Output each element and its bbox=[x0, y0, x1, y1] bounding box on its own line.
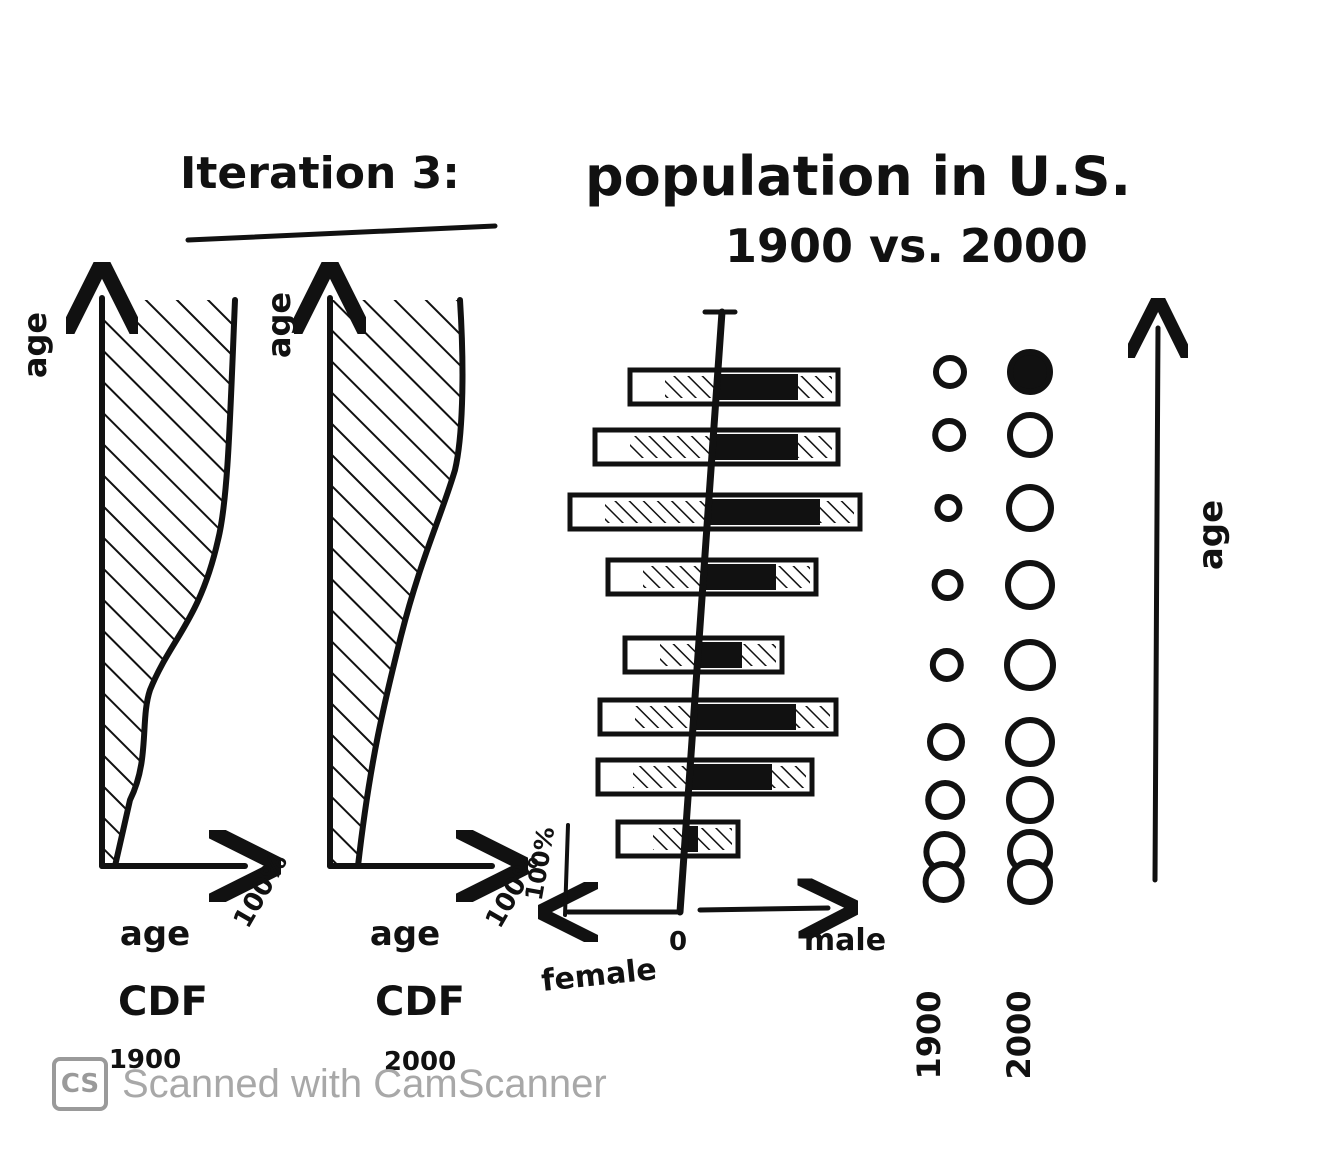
pyramid-bar-male-fill bbox=[686, 826, 698, 852]
pyramid-female-label: female bbox=[540, 952, 659, 999]
cdf-area-1900 bbox=[102, 300, 235, 866]
cdf-y-label-2000: age bbox=[370, 914, 440, 954]
pyramid-bar-female-fill bbox=[605, 501, 710, 523]
dot-1900 bbox=[929, 648, 964, 682]
dot-2000 bbox=[1006, 776, 1054, 824]
pyramid-bar bbox=[597, 697, 839, 737]
dot-1900 bbox=[927, 723, 965, 761]
dot-age-label: age bbox=[1191, 500, 1231, 570]
dot-2000 bbox=[1006, 484, 1054, 532]
pyramid-bar-female-fill bbox=[633, 766, 691, 788]
pyramid-bar-male-hatch bbox=[776, 566, 810, 588]
pyramid-origin-label: 0 bbox=[669, 927, 687, 957]
pyramid-bar-male-hatch bbox=[796, 706, 830, 728]
camscanner-watermark: CS Scanned with CamScanner bbox=[52, 1055, 607, 1113]
dot-2000 bbox=[1004, 639, 1056, 691]
pyramid-bar-male-hatch bbox=[798, 436, 832, 458]
dot-2000 bbox=[1007, 859, 1053, 905]
dot-2000 bbox=[1005, 560, 1055, 610]
cdf-curve-2000 bbox=[355, 297, 466, 869]
pyramid-bar-female-fill bbox=[635, 706, 695, 728]
pyramid-bar-male-hatch bbox=[798, 376, 832, 398]
pyramid-bar-female-fill bbox=[630, 436, 714, 458]
cdf-caption-1900: CDF bbox=[118, 979, 208, 1025]
pyramid-bar-female-fill bbox=[653, 828, 687, 850]
cdf-panel-2000: age 100% age CDF 2000 bbox=[260, 292, 546, 1077]
cdf-panel-1900: age 100% age CDF 1900 bbox=[16, 298, 294, 1075]
dot-year-2000: 2000 bbox=[1000, 990, 1038, 1079]
camscanner-watermark-text: Scanned with CamScanner bbox=[122, 1061, 607, 1106]
population-pyramid: 100% 0 female male bbox=[520, 308, 886, 999]
pyramid-bars bbox=[567, 367, 863, 859]
pyramid-bar bbox=[605, 557, 819, 597]
dot-2000 bbox=[1005, 717, 1055, 767]
title-main: population in U.S. bbox=[585, 145, 1131, 208]
pyramid-bar bbox=[567, 492, 863, 532]
pyramid-bar-male-hatch bbox=[698, 828, 732, 850]
pyramid-bar bbox=[615, 819, 741, 859]
dot-1900 bbox=[932, 418, 967, 452]
dot-2000 bbox=[1007, 412, 1053, 458]
cdf-x-label-1900: 100% bbox=[228, 849, 294, 934]
pyramid-bar-male-fill bbox=[694, 704, 796, 730]
cdf-caption-2000: CDF bbox=[375, 979, 465, 1025]
cdf-y-label-1900: age bbox=[120, 914, 190, 954]
pyramid-x-axis-male bbox=[697, 908, 828, 910]
dot-year-1900: 1900 bbox=[910, 990, 948, 1079]
dot-column-1900 bbox=[922, 355, 967, 903]
cdf-area-2000 bbox=[330, 300, 463, 866]
dot-column-2000 bbox=[1004, 349, 1056, 905]
dot-1900 bbox=[933, 355, 967, 389]
dot-1900 bbox=[934, 494, 963, 522]
pyramid-bar-male-hatch bbox=[772, 766, 806, 788]
pyramid-bar-male-fill bbox=[690, 764, 772, 790]
pyramid-male-label: male bbox=[804, 923, 886, 958]
pyramid-bar bbox=[627, 367, 841, 407]
title-sub: 1900 vs. 2000 bbox=[725, 219, 1088, 273]
pyramid-bar-female-fill bbox=[643, 566, 705, 588]
pyramid-bar bbox=[595, 757, 815, 797]
pyramid-y-label: 100% bbox=[520, 825, 560, 903]
cdf-curve-1900 bbox=[112, 297, 238, 869]
pyramid-bar-male-fill bbox=[709, 499, 820, 525]
dot-1900 bbox=[931, 569, 964, 601]
pyramid-bar-male-fill bbox=[713, 434, 798, 460]
pyramid-bar-male-hatch bbox=[742, 644, 776, 666]
pyramid-bar-female-fill bbox=[660, 644, 700, 666]
cdf-year-2000: 2000 bbox=[384, 1047, 456, 1077]
dot-age-axis bbox=[1155, 328, 1158, 883]
pyramid-y-stub bbox=[563, 823, 570, 917]
pyramid-bar-male-fill bbox=[704, 564, 776, 590]
cdf-year-1900: 1900 bbox=[109, 1045, 181, 1075]
pyramid-bar-female-fill bbox=[665, 376, 718, 398]
pyramid-center-axis bbox=[676, 308, 726, 916]
pyramid-bar bbox=[622, 635, 785, 675]
pyramid-bar-male-fill bbox=[717, 374, 798, 400]
title-prefix: Iteration 3: bbox=[180, 148, 460, 199]
dot-1900 bbox=[922, 861, 965, 903]
pyramid-bar-male-fill bbox=[699, 642, 742, 668]
camscanner-logo-icon: CS bbox=[52, 1057, 108, 1111]
pyramid-bar-male-hatch bbox=[820, 501, 854, 523]
title-underline bbox=[185, 223, 498, 243]
dot-2000 bbox=[1007, 349, 1053, 395]
cdf-axis-label-top-2000: age bbox=[260, 292, 298, 358]
dot-1900 bbox=[925, 780, 966, 820]
dot-columns: 1900 2000 age bbox=[910, 328, 1231, 1080]
cdf-axis-label-top-1900: age bbox=[16, 312, 54, 378]
